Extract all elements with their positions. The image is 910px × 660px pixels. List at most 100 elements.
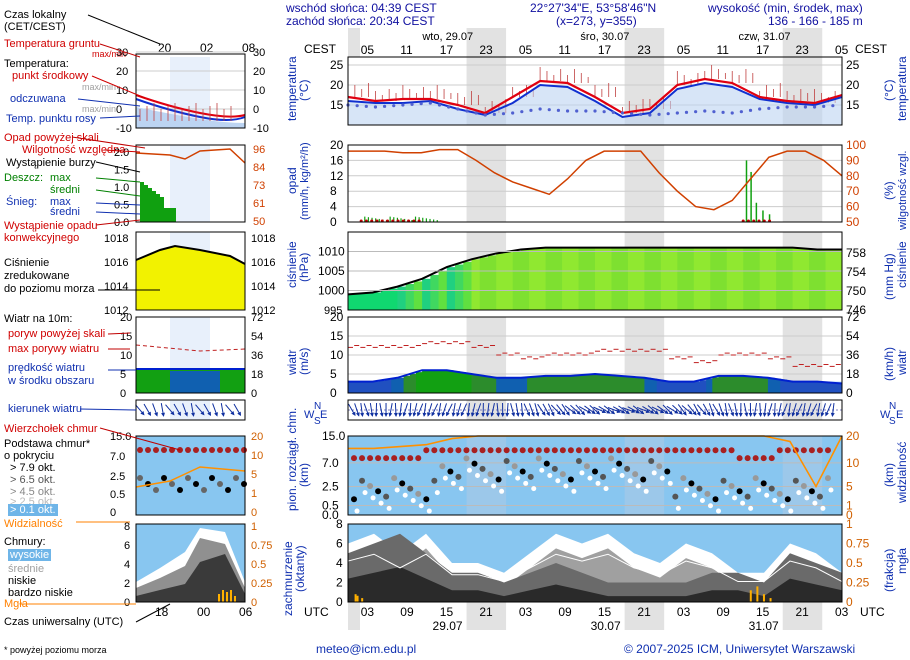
- cloud-base-dot: [359, 477, 366, 484]
- cloud-top-dot: [479, 447, 486, 454]
- pressure-fill: [430, 274, 440, 310]
- wind-arrow-head: [645, 409, 651, 413]
- mini-wind-tick: 15: [120, 331, 132, 343]
- precip-unit: (mm/h, kg/m²/h): [299, 142, 311, 220]
- visibility-tick: 0: [846, 508, 853, 522]
- pressure-fill: [595, 247, 604, 310]
- dewpoint-dot: [556, 108, 561, 112]
- pressure-fill: [446, 267, 456, 310]
- wind-arrow: [593, 406, 607, 414]
- wind-speed-fill: [490, 376, 497, 393]
- mini-wind-arrow: [233, 403, 241, 417]
- cloud-base-dot: [527, 473, 534, 480]
- mini-wind-arrow: [220, 403, 225, 417]
- mini-cloud-top-dot: [193, 447, 199, 453]
- wind-arrow-head: [490, 412, 495, 417]
- pressure-fill: [644, 247, 654, 310]
- wind-arrow: [379, 403, 384, 417]
- cloud-base-dot: [511, 463, 518, 470]
- pressure-fill: [660, 247, 670, 310]
- pressure-fill: [611, 247, 621, 310]
- cloud-base-light-dot: [563, 483, 569, 489]
- wind-arrow: [612, 406, 626, 414]
- cloud-base-dot: [495, 476, 502, 483]
- wind-speed-fill: [823, 382, 831, 393]
- wind-arrow: [422, 402, 427, 417]
- cloud-base-dot: [704, 490, 711, 497]
- cloud-top-dot: [471, 447, 478, 454]
- sunset-text: zachód słońca: 20:34 CEST: [286, 14, 435, 28]
- wind-arrow-head: [591, 410, 596, 415]
- cloud-base-dot: [608, 455, 615, 462]
- temperature-unit: (°C): [297, 80, 311, 101]
- wind-speed-fill: [632, 376, 639, 393]
- cloud-tick: 0.0: [322, 508, 339, 522]
- wind-arrow-head: [682, 411, 687, 416]
- legend-clouds-vlow: bardzo niskie: [8, 587, 73, 599]
- wind-arrow-head: [674, 409, 679, 414]
- cloud-base-light-dot: [450, 480, 456, 486]
- cloud-base-light-dot: [515, 475, 521, 481]
- mini-hour-top: 20: [158, 41, 172, 55]
- wind-arrow-head: [561, 411, 566, 416]
- cloud-base-light-dot: [651, 470, 657, 476]
- wind-speed-fill: [514, 377, 522, 393]
- wind-arrow: [436, 403, 442, 417]
- wind-arrow: [500, 402, 505, 417]
- visibility-axis-label: widzialność: [895, 442, 909, 504]
- hour-label-bottom: 15: [756, 605, 770, 619]
- hour-label-bottom: 09: [716, 605, 730, 619]
- cloud-top-dot: [752, 455, 759, 462]
- fog-tick: 1: [846, 517, 853, 531]
- cloud-base-light-dot: [667, 480, 673, 486]
- cloud-top-dot: [808, 447, 815, 454]
- pressure-fill: [397, 286, 407, 310]
- mini-cloud-top-dot: [137, 447, 143, 453]
- cloud-base-dot: [680, 475, 687, 482]
- wind-speed-fill: [378, 380, 386, 393]
- cloud-top-dot: [375, 455, 382, 462]
- cloud-cover-panel: [347, 523, 843, 603]
- contact-email[interactable]: meteo@icm.edu.pl: [316, 642, 417, 656]
- wind-arrow-head: [481, 412, 486, 417]
- dewpoint-dot: [382, 104, 387, 108]
- mini-rain-bar: [164, 208, 176, 222]
- wind-arrow: [550, 404, 561, 416]
- pressure-unit-left: (hPa): [297, 253, 311, 282]
- legend-connector: [99, 43, 141, 58]
- fog-bar: [749, 590, 752, 602]
- wind-speed-fill: [817, 381, 824, 393]
- dewpoint-dot: [785, 105, 789, 109]
- wind-speed-fill: [508, 377, 516, 393]
- wind-arrow-head: [441, 412, 446, 417]
- mini-felt-area: [136, 107, 245, 128]
- cloud-top-dot: [447, 447, 454, 454]
- dewpoint-dot: [584, 109, 588, 113]
- wind-arrow: [777, 403, 782, 417]
- dewpoint-dot: [364, 104, 368, 108]
- mini-wind-arrow: [182, 403, 188, 417]
- night-band-top: [624, 28, 665, 57]
- wind-speed-fill: [607, 374, 615, 393]
- wind-arrow-head: [412, 412, 417, 417]
- compass-s: S: [314, 416, 321, 427]
- cloud-base-dot: [696, 485, 703, 492]
- wind-arrow-head: [706, 411, 711, 417]
- cloud-base-dot: [816, 493, 823, 500]
- wind-panel: [347, 316, 843, 394]
- pressure-fill: [504, 252, 514, 310]
- cloud-top-dot: [351, 455, 357, 462]
- pressure-fill: [784, 247, 794, 310]
- cloud-top-dot: [519, 447, 526, 454]
- dewpoint-dot: [392, 104, 396, 108]
- mini-pressure-tick: 1018: [104, 233, 128, 245]
- cloud-base-dot: [736, 488, 743, 495]
- hour-label-top: 23: [637, 43, 651, 57]
- mini-hour-top: 02: [200, 41, 214, 55]
- wind-arrow: [598, 405, 611, 414]
- wind-arrow-head: [388, 412, 393, 417]
- cloud-top-dot: [656, 447, 663, 454]
- mini-cloud-top-dot: [209, 447, 215, 453]
- cloud-base-dot: [744, 493, 751, 500]
- mini-fog-tick: 0.25: [251, 578, 272, 590]
